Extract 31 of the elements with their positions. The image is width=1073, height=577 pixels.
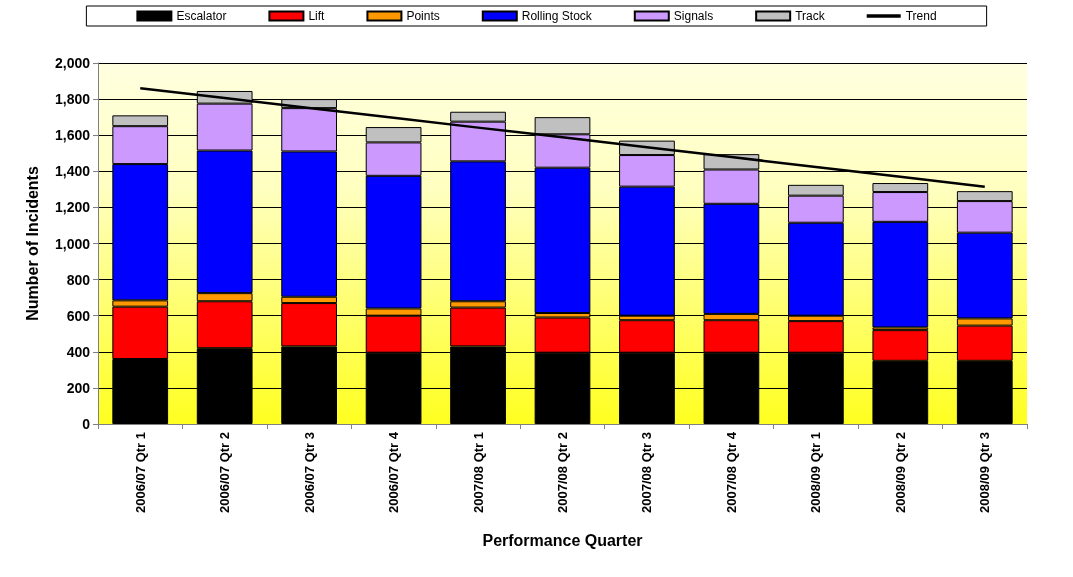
legend-label: Track: [795, 9, 826, 23]
legend-label: Escalator: [176, 9, 227, 23]
y-tick-label: 800: [66, 271, 91, 288]
y-tick-label: 600: [66, 307, 91, 324]
x-tick-label: 2007/08 Qtr 1: [470, 432, 486, 513]
legend-label: Trend: [905, 9, 937, 23]
x-tick-label: 2007/08 Qtr 2: [555, 432, 570, 513]
y-tick-label: 1,800: [54, 91, 91, 108]
x-tick-label: 2008/09 Qtr 3: [977, 432, 993, 513]
x-tick-label: 2006/07 Qtr 2: [217, 432, 233, 513]
legend-label: Points: [406, 9, 440, 23]
x-tick-label: 2006/07 Qtr 1: [132, 432, 148, 513]
y-tick-label: 1,200: [54, 199, 91, 216]
x-tick-label: 2006/07 Qtr 4: [386, 431, 402, 513]
x-tick-label: 2007/08 Qtr 4: [723, 431, 739, 513]
x-tick-label: 2006/07 Qtr 3: [301, 432, 317, 513]
y-tick-label: 400: [66, 343, 91, 360]
x-tick-label: 2008/09 Qtr 2: [892, 432, 908, 513]
legend-label: Lift: [308, 9, 326, 23]
y-tick-label: 1,400: [54, 163, 91, 180]
legend-label: Signals: [673, 9, 714, 23]
x-tick-label: 2008/09 Qtr 1: [808, 432, 824, 513]
y-tick-label: 1,000: [54, 235, 91, 252]
y-tick-label: 200: [66, 379, 91, 396]
x-tick-label: 2007/08 Qtr 3: [639, 432, 655, 513]
x-axis-title: Performance Quarter: [482, 531, 643, 549]
y-tick-label: 1,600: [54, 127, 91, 144]
legend-label: Rolling Stock: [521, 9, 593, 23]
y-tick-label: 2,000: [54, 55, 91, 71]
y-axis-title: Number of Incidents: [23, 166, 41, 321]
y-tick-label: 0: [82, 416, 91, 432]
